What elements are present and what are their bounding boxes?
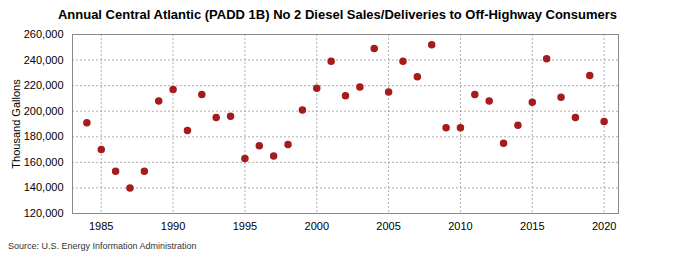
svg-text:200,000: 200,000 — [24, 105, 64, 117]
svg-text:160,000: 160,000 — [24, 156, 64, 168]
svg-text:260,000: 260,000 — [24, 28, 64, 40]
svg-text:2000: 2000 — [305, 220, 329, 232]
svg-text:140,000: 140,000 — [24, 181, 64, 193]
svg-text:180,000: 180,000 — [24, 130, 64, 142]
svg-text:2020: 2020 — [592, 220, 616, 232]
svg-text:Thousand Gallons: Thousand Gallons — [10, 79, 22, 169]
svg-text:2015: 2015 — [520, 220, 544, 232]
html-text:Source: U.S. Energy Informatio: Source: U.S. Energy Information Administ… — [8, 241, 197, 251]
svg-text:1995: 1995 — [233, 220, 257, 232]
svg-text:120,000: 120,000 — [24, 207, 64, 219]
html-text:Annual Central Atlantic (PADD: Annual Central Atlantic (PADD 1B) No 2 D… — [57, 7, 618, 22]
svg-text:2010: 2010 — [448, 220, 472, 232]
svg-text:1985: 1985 — [89, 220, 113, 232]
svg-text:240,000: 240,000 — [24, 54, 64, 66]
svg-text:220,000: 220,000 — [24, 79, 64, 91]
svg-text:1990: 1990 — [161, 220, 185, 232]
svg-text:2005: 2005 — [376, 220, 400, 232]
